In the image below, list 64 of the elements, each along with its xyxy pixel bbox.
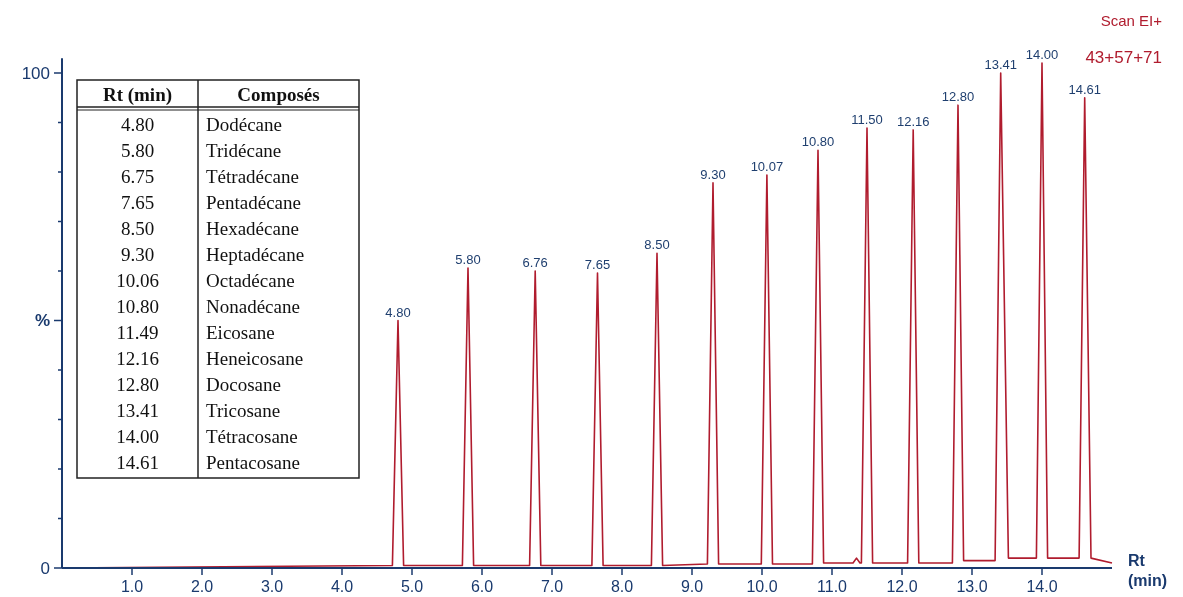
x-tick-label: 10.0 xyxy=(746,578,778,595)
annotation: Dodécane xyxy=(206,114,282,135)
annotation: Docosane xyxy=(206,374,281,395)
x-tick-label: 12.0 xyxy=(886,578,918,595)
annotation: 11.49 xyxy=(116,322,159,343)
annotation: Rt (min) xyxy=(102,84,173,106)
x-tick-label: 5.0 xyxy=(400,578,424,595)
annotation: 5.80 xyxy=(455,252,481,268)
annotation: 12.80 xyxy=(116,374,159,395)
annotation: 4.80 xyxy=(385,304,411,320)
annotation: 13.41 xyxy=(984,57,1017,72)
x-tick-label: 4.0 xyxy=(330,578,354,595)
x-tick-label: 11.0 xyxy=(817,578,848,595)
y-tick-label: 100 xyxy=(21,63,50,83)
annotation: 5.80 xyxy=(120,140,155,161)
annotation: 10.06 xyxy=(116,270,159,291)
x-tick-label: 2.0 xyxy=(190,578,214,595)
annotation: 9.30 xyxy=(120,244,155,265)
x-axis-title: Rt (min) xyxy=(1128,552,1168,589)
annotation: 12.16 xyxy=(896,113,930,129)
annotation: Tétradécane xyxy=(206,166,299,187)
annotation: 13.41 xyxy=(116,400,159,421)
annotation: Eicosane xyxy=(206,322,275,343)
annotation: 11.50 xyxy=(851,111,883,127)
annotation: 8.50 xyxy=(120,218,155,239)
annotation: 14.61 xyxy=(116,452,159,473)
annotation: 12.16 xyxy=(116,348,159,369)
text: Scan EI+ xyxy=(1100,12,1163,29)
annotation: Octadécane xyxy=(206,270,295,291)
annotation: Hexadécane xyxy=(206,218,299,239)
annotation: 8.50 xyxy=(644,237,670,253)
y-tick-label: % xyxy=(34,311,50,331)
x-tick-label: 1.0 xyxy=(120,578,144,595)
annotation: Composés xyxy=(237,84,320,105)
annotation: 9.30 xyxy=(700,166,726,182)
annotation: 10.80 xyxy=(116,296,159,317)
x-tick-label: 9.0 xyxy=(680,578,704,595)
annotation: Tétracosane xyxy=(206,426,298,447)
annotation: Pentadécane xyxy=(206,192,301,213)
annotation: 6.76 xyxy=(522,255,548,270)
annotation: Heneicosane xyxy=(206,348,304,369)
annotation: 10.80 xyxy=(801,134,835,150)
x-tick-label: 6.0 xyxy=(470,578,494,595)
annotation: Heptadécane xyxy=(206,244,305,265)
y-tick-label: 0 xyxy=(40,558,50,578)
annotation: 14.00 xyxy=(1025,47,1059,63)
x-tick-label: 3.0 xyxy=(260,578,284,595)
annotation: Tridécane xyxy=(206,140,282,161)
annotation: Nonadécane xyxy=(206,296,300,317)
annotation: 14.00 xyxy=(116,426,159,447)
annotation: Pentacosane xyxy=(206,452,300,473)
annotation: 43+57+71 xyxy=(1085,48,1162,67)
x-tick-label: 14.0 xyxy=(1026,578,1058,595)
x-tick-label: 8.0 xyxy=(610,578,634,595)
x-tick-label: 13.0 xyxy=(956,578,988,595)
annotation: 12.80 xyxy=(941,89,975,105)
annotation: 7.65 xyxy=(584,256,611,272)
annotation: Tricosane xyxy=(206,400,281,421)
annotation: 6.75 xyxy=(120,166,155,187)
annotation: 7.65 xyxy=(120,192,155,213)
x-tick-label: 7.0 xyxy=(540,578,564,595)
annotation: 14.61 xyxy=(1068,81,1101,97)
annotation: 10.07 xyxy=(750,158,784,174)
annotation: 4.80 xyxy=(120,114,155,135)
